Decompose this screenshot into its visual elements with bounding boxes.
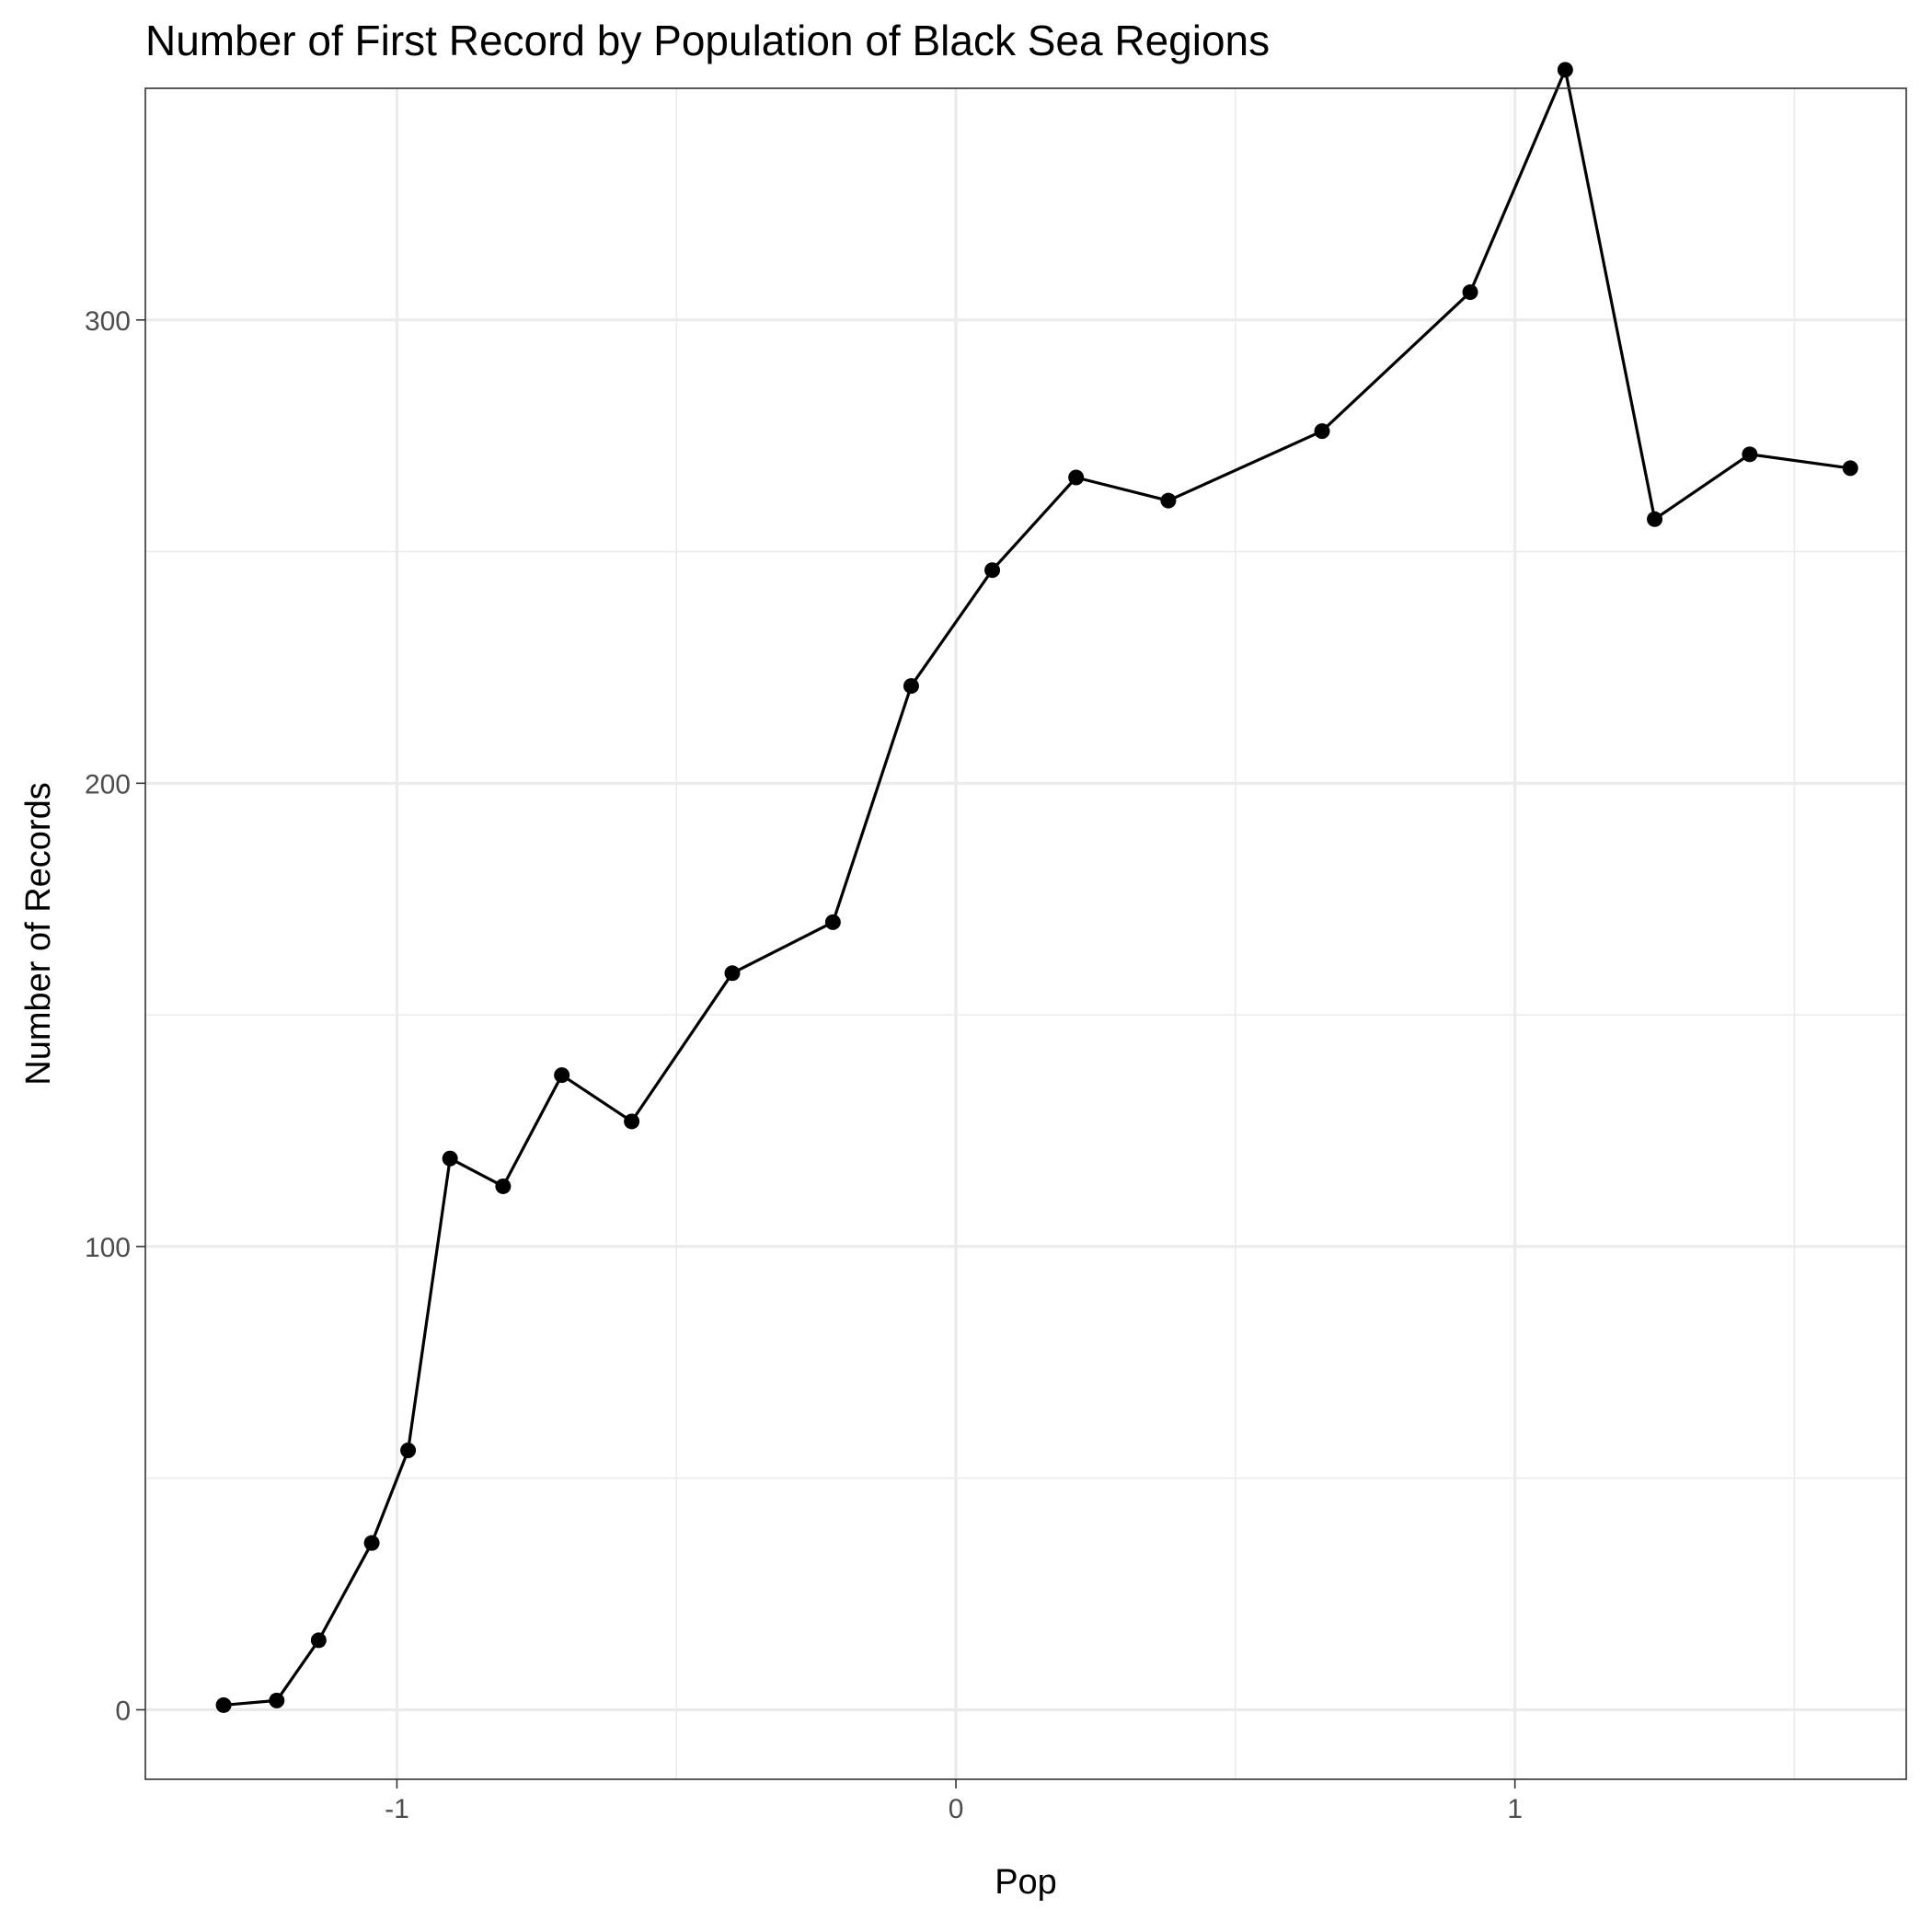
data-points [215,62,1858,1713]
y-tick-label: 100 [85,1233,131,1263]
y-axis-ticks: 0 100 200 300 [85,306,145,1726]
data-point [724,965,741,982]
data-point [1160,492,1177,509]
y-tick-label: 200 [85,769,131,799]
x-tick-label: -1 [385,1794,409,1824]
data-point [1842,460,1858,477]
x-axis-ticks: -1 0 1 [385,1779,1523,1824]
x-tick-label: 1 [1507,1794,1523,1824]
y-tick-label: 0 [115,1696,131,1726]
x-tick-label: 0 [949,1794,964,1824]
data-point [984,562,1001,579]
data-point [215,1696,232,1713]
major-gridlines [145,88,1906,1779]
data-point [442,1150,458,1167]
chart-title: Number of First Record by Population of … [145,17,1270,64]
plot-panel-border [144,87,1907,1780]
data-point [400,1442,417,1458]
data-point [1314,423,1330,440]
data-point [495,1178,512,1194]
data-point [363,1535,380,1551]
data-point [1462,284,1478,301]
data-point [269,1692,285,1708]
x-axis-title: Pop [995,1863,1057,1902]
data-point [554,1067,570,1084]
data-point [1647,511,1663,527]
data-point [1742,446,1758,463]
data-point [624,1113,640,1130]
data-point [1068,469,1085,486]
plot-panel [145,88,1906,1779]
data-point [310,1632,327,1649]
y-tick-label: 300 [85,306,131,337]
data-point [903,678,919,695]
data-point [824,914,841,930]
y-axis-title: Number of Records [19,782,58,1085]
data-point [1557,62,1573,78]
